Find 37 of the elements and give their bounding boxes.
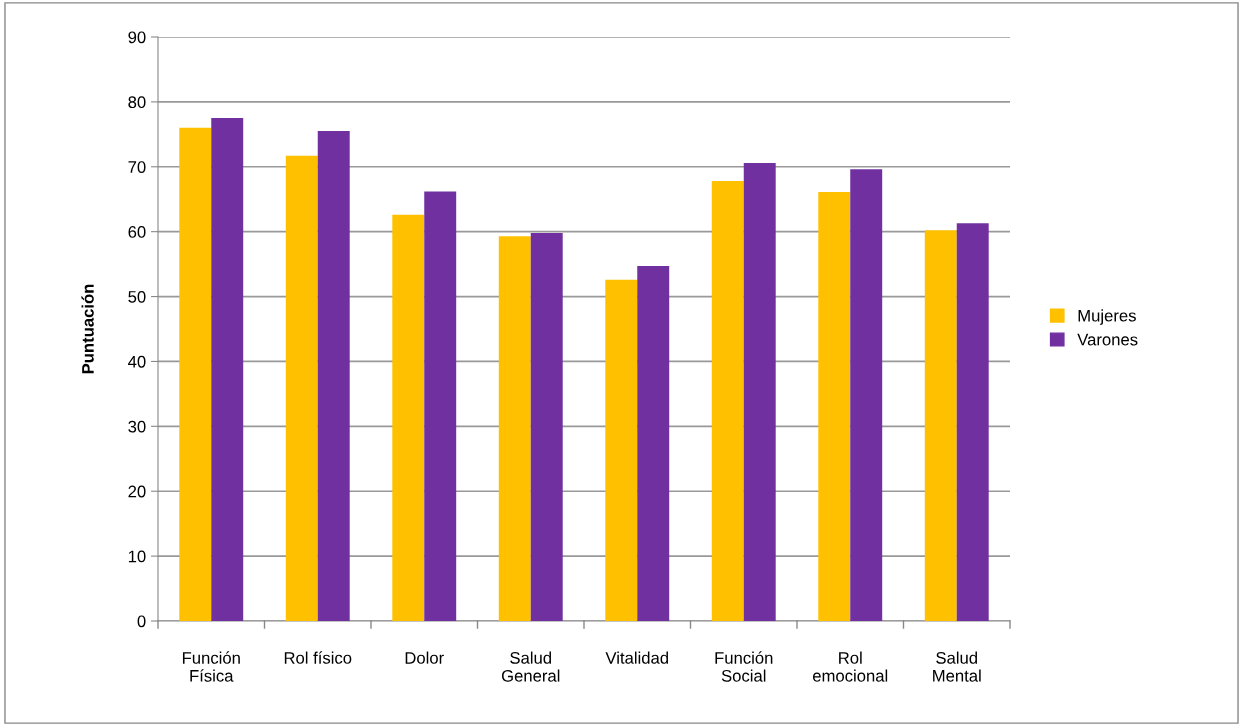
- bar: [711, 181, 744, 621]
- legend-label: Mujeres: [1078, 309, 1136, 325]
- x-tick-label: Rol emocional: [812, 651, 888, 682]
- y-tick-label: 90: [128, 31, 146, 44]
- y-tick-label: 30: [128, 420, 146, 433]
- x-tick-label: Dolor: [405, 651, 444, 664]
- bar: [498, 236, 531, 621]
- y-tick-label: 20: [128, 485, 146, 498]
- x-tick-label: Salud Mental: [933, 651, 981, 682]
- x-tick-label: Rol físico: [284, 651, 352, 664]
- y-axis-title: Puntuación: [81, 284, 94, 374]
- y-tick-label: 60: [128, 226, 146, 238]
- bar: [317, 131, 350, 621]
- y-tick-label: 80: [128, 96, 146, 109]
- bar: [956, 223, 989, 621]
- bar: [850, 169, 883, 621]
- y-tick-label: 50: [128, 290, 146, 303]
- bar: [211, 118, 244, 621]
- y-tick-label: 40: [128, 355, 146, 368]
- bar: [743, 162, 776, 621]
- x-tick-label: Función Física: [182, 651, 240, 682]
- bar: [924, 230, 957, 621]
- x-tick-label: Vitalidad: [605, 651, 668, 664]
- bar: [818, 192, 851, 621]
- bar: [605, 279, 638, 621]
- bar: [530, 232, 563, 621]
- bar: [392, 214, 425, 621]
- y-tick-label: 10: [128, 550, 146, 563]
- bar: [285, 155, 318, 621]
- bar: [637, 266, 670, 621]
- x-tick-label: Función Social: [715, 651, 773, 682]
- y-tick-label: 0: [137, 615, 146, 628]
- y-tick-label: 70: [128, 161, 146, 173]
- bar: [179, 127, 212, 621]
- bar: [424, 191, 457, 621]
- x-tick-label: Salud General: [501, 651, 560, 682]
- legend-label: Varones: [1077, 333, 1138, 346]
